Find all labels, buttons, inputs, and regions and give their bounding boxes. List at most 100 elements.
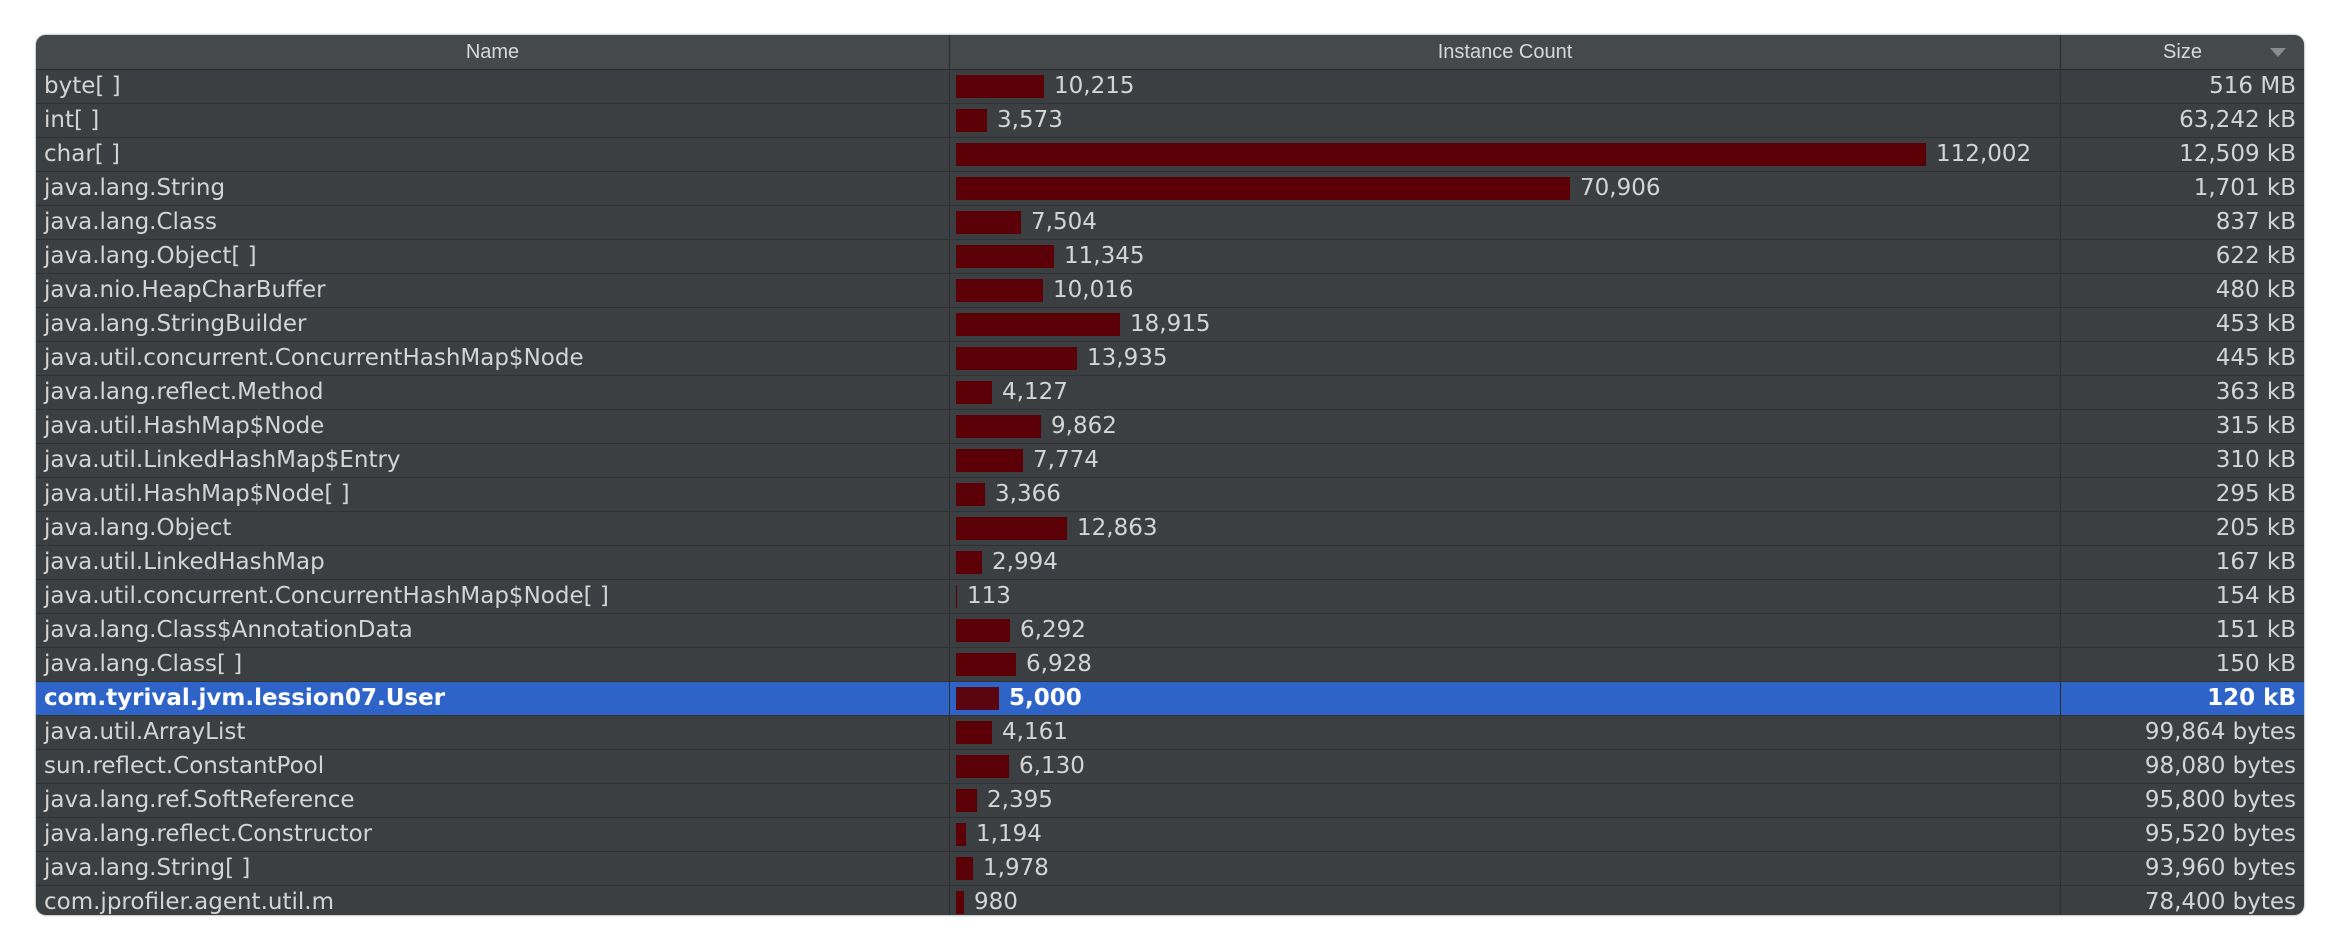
instance-count-cell: 10,016	[950, 274, 2061, 307]
instance-count-bar	[956, 245, 1054, 268]
table-row[interactable]: java.util.HashMap$Node[ ] 3,366 295 kB	[36, 478, 2304, 512]
table-row[interactable]: java.lang.Class$AnnotationData 6,292 151 k…	[36, 614, 2304, 648]
table-row[interactable]: java.util.HashMap$Node 9,862 315 kB	[36, 410, 2304, 444]
instance-count-bar	[956, 551, 982, 574]
size-cell: 12,509 kB	[2179, 141, 2296, 167]
instance-count-cell: 1,978	[950, 852, 2061, 885]
table-row[interactable]: java.lang.reflect.Method 4,127 363 kB	[36, 376, 2304, 410]
size-cell: 453 kB	[2215, 311, 2296, 337]
instance-count-label: 12,863	[1077, 515, 1158, 541]
instance-count-label: 13,935	[1087, 345, 1168, 371]
table-row[interactable]: byte[ ] 10,215 516 MB	[36, 70, 2304, 104]
table-row[interactable]: java.util.concurrent.ConcurrentHashMap$N…	[36, 342, 2304, 376]
size-cell: 120 kB	[2207, 685, 2296, 711]
class-name-cell: java.util.ArrayList	[36, 716, 950, 749]
size-cell: 310 kB	[2215, 447, 2296, 473]
instance-count-label: 113	[967, 583, 1011, 609]
instance-count-label: 3,573	[997, 107, 1063, 133]
instance-count-bar	[956, 347, 1077, 370]
instance-count-cell: 112,002	[950, 138, 2061, 171]
table-row[interactable]: java.util.ArrayList 4,161 99,864 bytes	[36, 716, 2304, 750]
instance-count-label: 1,978	[983, 855, 1049, 881]
class-name-cell: java.lang.Class	[36, 206, 950, 239]
instance-count-bar	[956, 143, 1926, 166]
table-row[interactable]: java.lang.Object[ ] 11,345 622 kB	[36, 240, 2304, 274]
instance-count-label: 6,292	[1020, 617, 1086, 643]
instance-count-label: 112,002	[1936, 141, 2032, 167]
instance-count-bar	[956, 653, 1016, 676]
instance-count-cell: 980	[950, 886, 2061, 915]
instance-count-bar	[956, 619, 1010, 642]
class-name-cell: java.lang.String[ ]	[36, 852, 950, 885]
table-row[interactable]: java.lang.Class 7,504 837 kB	[36, 206, 2304, 240]
column-header-instance-count[interactable]: Instance Count	[950, 35, 2061, 69]
instance-count-bar	[956, 381, 992, 404]
table-row[interactable]: java.util.concurrent.ConcurrentHashMap$N…	[36, 580, 2304, 614]
instance-count-cell: 5,000	[950, 682, 2061, 715]
instance-count-label: 1,194	[976, 821, 1042, 847]
instance-count-bar	[956, 483, 985, 506]
class-name-cell: java.util.concurrent.ConcurrentHashMap$N…	[36, 342, 950, 375]
instance-count-cell: 3,573	[950, 104, 2061, 137]
table-row[interactable]: java.lang.StringBuilder 18,915 453 kB	[36, 308, 2304, 342]
instance-count-bar	[956, 211, 1021, 234]
table-row[interactable]: sun.reflect.ConstantPool 6,130 98,080 byte…	[36, 750, 2304, 784]
instance-count-label: 11,345	[1064, 243, 1145, 269]
size-cell: 98,080 bytes	[2144, 753, 2296, 779]
column-header-size-label: Size	[2163, 41, 2202, 63]
instance-count-bar	[956, 823, 966, 846]
table-row[interactable]: java.lang.String 70,906 1,701 kB	[36, 172, 2304, 206]
column-header-size[interactable]: Size	[2061, 35, 2304, 69]
class-name-cell: java.lang.StringBuilder	[36, 308, 950, 341]
size-cell: 516 MB	[2209, 73, 2296, 99]
instance-count-bar	[956, 891, 964, 914]
size-cell: 480 kB	[2215, 277, 2296, 303]
table-row[interactable]: int[ ] 3,573 63,242 kB	[36, 104, 2304, 138]
instance-count-label: 70,906	[1580, 175, 1661, 201]
instance-count-label: 3,366	[995, 481, 1061, 507]
table-row[interactable]: java.util.LinkedHashMap$Entry 7,774 310 kB	[36, 444, 2304, 478]
column-header-name[interactable]: Name	[36, 35, 950, 69]
class-name-cell: char[ ]	[36, 138, 950, 171]
class-name-cell: java.util.HashMap$Node[ ]	[36, 478, 950, 511]
class-instances-table: Name Instance Count Size byte[ ] 10,215 51…	[36, 35, 2304, 915]
table-row[interactable]: com.jprofiler.agent.util.m 980 78,400 byte…	[36, 886, 2304, 915]
size-cell: 315 kB	[2215, 413, 2296, 439]
instance-count-label: 7,774	[1033, 447, 1099, 473]
size-cell: 167 kB	[2215, 549, 2296, 575]
table-body: byte[ ] 10,215 516 MB int[ ] 3,573 63,242 kB c…	[36, 70, 2304, 915]
instance-count-label: 4,127	[1002, 379, 1068, 405]
instance-count-cell: 6,130	[950, 750, 2061, 783]
size-cell: 78,400 bytes	[2144, 889, 2296, 915]
class-name-cell: java.lang.reflect.Constructor	[36, 818, 950, 851]
table-row[interactable]: com.tyrival.jvm.lession07.User 5,000 120 k…	[36, 682, 2304, 716]
table-row[interactable]: char[ ] 112,002 12,509 kB	[36, 138, 2304, 172]
instance-count-label: 6,130	[1019, 753, 1085, 779]
class-name-cell: java.util.LinkedHashMap	[36, 546, 950, 579]
class-name-cell: java.lang.Class[ ]	[36, 648, 950, 681]
instance-count-label: 18,915	[1130, 311, 1211, 337]
class-name-cell: com.jprofiler.agent.util.m	[36, 886, 950, 915]
table-row[interactable]: java.util.LinkedHashMap 2,994 167 kB	[36, 546, 2304, 580]
instance-count-cell: 2,994	[950, 546, 2061, 579]
instance-count-label: 980	[974, 889, 1018, 915]
instance-count-label: 9,862	[1051, 413, 1117, 439]
instance-count-bar	[956, 449, 1023, 472]
instance-count-bar	[956, 857, 973, 880]
table-row[interactable]: java.lang.Class[ ] 6,928 150 kB	[36, 648, 2304, 682]
table-row[interactable]: java.nio.HeapCharBuffer 10,016 480 kB	[36, 274, 2304, 308]
table-row[interactable]: java.lang.Object 12,863 205 kB	[36, 512, 2304, 546]
instance-count-bar	[956, 517, 1067, 540]
class-name-cell: com.tyrival.jvm.lession07.User	[36, 682, 950, 715]
table-row[interactable]: java.lang.String[ ] 1,978 93,960 bytes	[36, 852, 2304, 886]
table-row[interactable]: java.lang.reflect.Constructor 1,194 95,520…	[36, 818, 2304, 852]
table-row[interactable]: java.lang.ref.SoftReference 2,395 95,800 b…	[36, 784, 2304, 818]
instance-count-cell: 4,161	[950, 716, 2061, 749]
instance-count-cell: 10,215	[950, 70, 2061, 103]
instance-count-cell: 11,345	[950, 240, 2061, 273]
instance-count-cell: 6,292	[950, 614, 2061, 647]
instance-count-cell: 113	[950, 580, 2061, 613]
instance-count-cell: 70,906	[950, 172, 2061, 205]
instance-count-bar	[956, 313, 1120, 336]
instance-count-bar	[956, 415, 1041, 438]
